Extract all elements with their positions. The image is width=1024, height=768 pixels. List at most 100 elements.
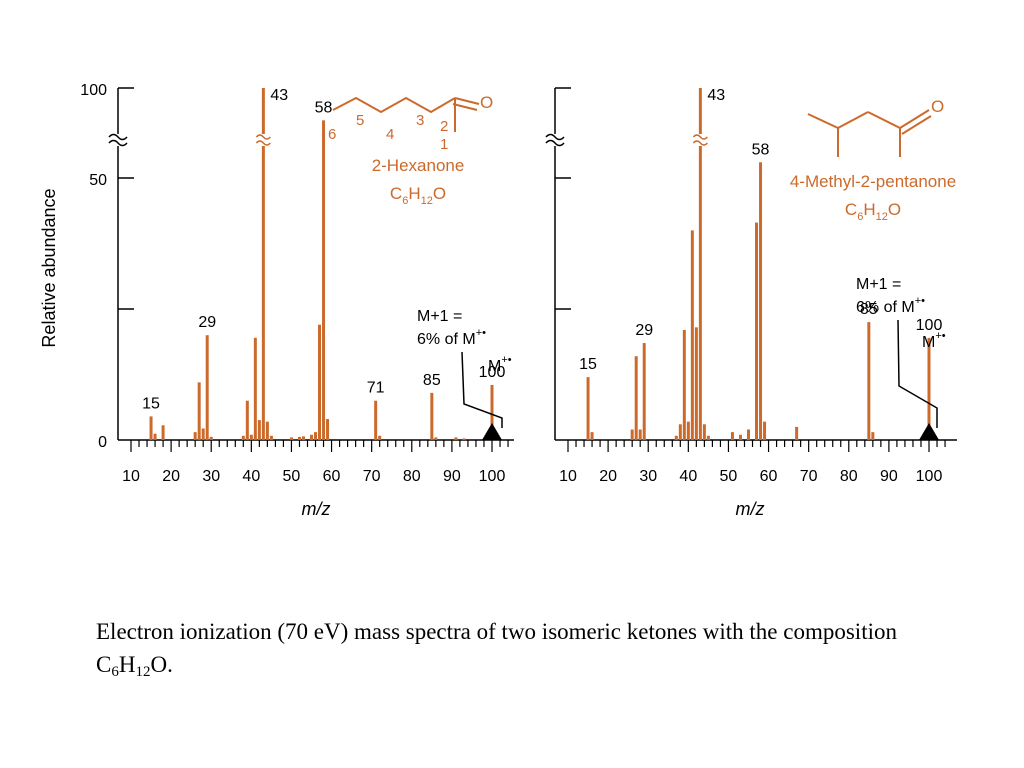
peak-bar-break-mark <box>692 134 708 146</box>
peak-bar-58 <box>759 162 763 440</box>
ketone-double-bond-a <box>899 109 930 129</box>
peak-label-43: 43 <box>270 87 288 104</box>
compound-name: 2-Hexanone <box>372 156 465 175</box>
x-tick-label-100: 100 <box>479 468 506 485</box>
peak-bar-16 <box>153 433 157 440</box>
peak-bar-55 <box>747 429 750 440</box>
ketone-double-bond-a <box>454 97 480 105</box>
carbon-number-4: 4 <box>386 126 394 143</box>
x-tick-label-30: 30 <box>639 468 657 485</box>
annotation-leader-line <box>897 319 938 428</box>
peak-bar-38 <box>678 424 682 440</box>
peak-bar-38 <box>241 435 245 440</box>
peak-bar-26 <box>193 432 197 440</box>
x-axis-label: m/z <box>736 499 765 519</box>
peak-bar-91 <box>454 437 458 440</box>
peak-bar-50 <box>289 437 293 440</box>
peak-label-29: 29 <box>635 322 653 339</box>
chain-bond-c4-c3 <box>837 111 869 129</box>
ketone-double-bond-b <box>901 115 932 135</box>
peak-bar-41 <box>253 337 257 440</box>
ketone-double-bond-b <box>452 103 478 111</box>
y-tick-label-100: 100 <box>80 82 107 99</box>
peak-label-15: 15 <box>142 395 160 412</box>
peak-bar-27 <box>634 356 638 440</box>
x-tick-label-60: 60 <box>323 468 341 485</box>
peak-bar-53 <box>738 434 742 440</box>
peak-bar-67 <box>795 426 799 440</box>
peak-bar-39 <box>682 329 686 440</box>
peak-bar-40 <box>686 421 690 440</box>
y-axis-break-mark <box>108 133 128 147</box>
x-axis-ticks <box>567 440 946 452</box>
caption-subscript-12: 12 <box>135 664 151 680</box>
peak-bars <box>149 88 494 441</box>
x-axis-tick-labels: 10 20 30 40 50 60 70 80 90 100 <box>559 468 942 485</box>
peak-bar-85 <box>867 322 871 440</box>
peak-bar-15 <box>149 416 153 440</box>
x-tick-label-50: 50 <box>720 468 738 485</box>
peak-bar-53 <box>301 436 305 440</box>
caption-text-h: H <box>118 652 136 677</box>
x-tick-label-80: 80 <box>403 468 421 485</box>
peak-bar-44 <box>265 421 269 440</box>
peak-bar-93 <box>462 438 466 440</box>
compound-name: 4-Methyl-2-pentanone <box>790 172 956 191</box>
peak-bar-44 <box>702 424 706 440</box>
x-tick-label-40: 40 <box>242 468 260 485</box>
oxygen-label: O <box>480 93 493 112</box>
peak-label-100: 100 <box>916 317 943 334</box>
peak-label-71: 71 <box>367 380 385 397</box>
peak-bar-51 <box>730 432 734 440</box>
peak-bar-42 <box>694 327 698 440</box>
structure-4-methyl-2-pentanone-labels: O 4-Methyl-2-pentanone C6H12O <box>790 97 956 223</box>
x-tick-label-80: 80 <box>840 468 858 485</box>
peak-bar-37 <box>674 435 678 440</box>
peak-bar-45 <box>706 435 710 440</box>
peak-bar-39 <box>245 400 249 440</box>
peak-bar-86 <box>434 437 438 440</box>
x-tick-label-90: 90 <box>443 468 461 485</box>
y-axis-label: Relative abundance <box>39 188 59 347</box>
x-tick-label-40: 40 <box>679 468 697 485</box>
peak-bar-43-lower <box>698 146 702 440</box>
annotation-line-1: M+1 = <box>417 308 462 325</box>
chain-bond-c3-c2 <box>867 111 901 129</box>
peak-bar-100 <box>927 337 931 440</box>
x-axis-ticks <box>130 440 509 452</box>
peak-bar-26 <box>630 429 634 440</box>
annotation-line-2: 6% of M+• <box>417 327 486 348</box>
peak-bar-59 <box>763 421 767 440</box>
caption-subscript-6: 6 <box>111 664 119 680</box>
peak-bar-15 <box>586 377 590 440</box>
peak-bar-42 <box>257 420 261 440</box>
x-tick-label-50: 50 <box>283 468 301 485</box>
x-tick-label-20: 20 <box>599 468 617 485</box>
x-axis-tick-labels: 10 20 30 40 50 60 70 80 90 100 <box>122 468 505 485</box>
peak-label-100: 100 <box>479 364 506 381</box>
peak-bars <box>586 88 931 440</box>
x-tick-label-60: 60 <box>760 468 778 485</box>
peak-label-58: 58 <box>752 141 770 158</box>
caption-text: Electron ionization (70 eV) mass spectra… <box>96 619 897 677</box>
x-tick-label-90: 90 <box>880 468 898 485</box>
peak-bar-43-lower <box>261 146 265 440</box>
peak-bar-45 <box>269 435 273 440</box>
x-tick-label-70: 70 <box>800 468 818 485</box>
peak-label-85: 85 <box>860 301 878 318</box>
peak-bar-18 <box>161 425 165 440</box>
carbon-number-3: 3 <box>416 112 424 129</box>
peak-label-15: 15 <box>579 356 597 373</box>
structure-2-hexanone <box>332 96 480 132</box>
spectrum-panel-4-methyl-2-pentanone: 10 20 30 40 50 60 70 80 90 100 m/z 1529435885100 … <box>545 87 957 519</box>
x-tick-label-70: 70 <box>363 468 381 485</box>
caption-text-end: O. <box>150 652 173 677</box>
isotope-annotation: M+1 = 6% of M+• M+• <box>417 308 512 428</box>
figure-caption: Electron ionization (70 eV) mass spectra… <box>96 615 976 681</box>
peak-label-29: 29 <box>198 314 216 331</box>
peak-bar-43-upper <box>261 88 265 134</box>
peak-bar-40 <box>249 434 253 440</box>
peak-bar-100 <box>490 384 494 440</box>
y-tick-label-50: 50 <box>89 172 107 189</box>
